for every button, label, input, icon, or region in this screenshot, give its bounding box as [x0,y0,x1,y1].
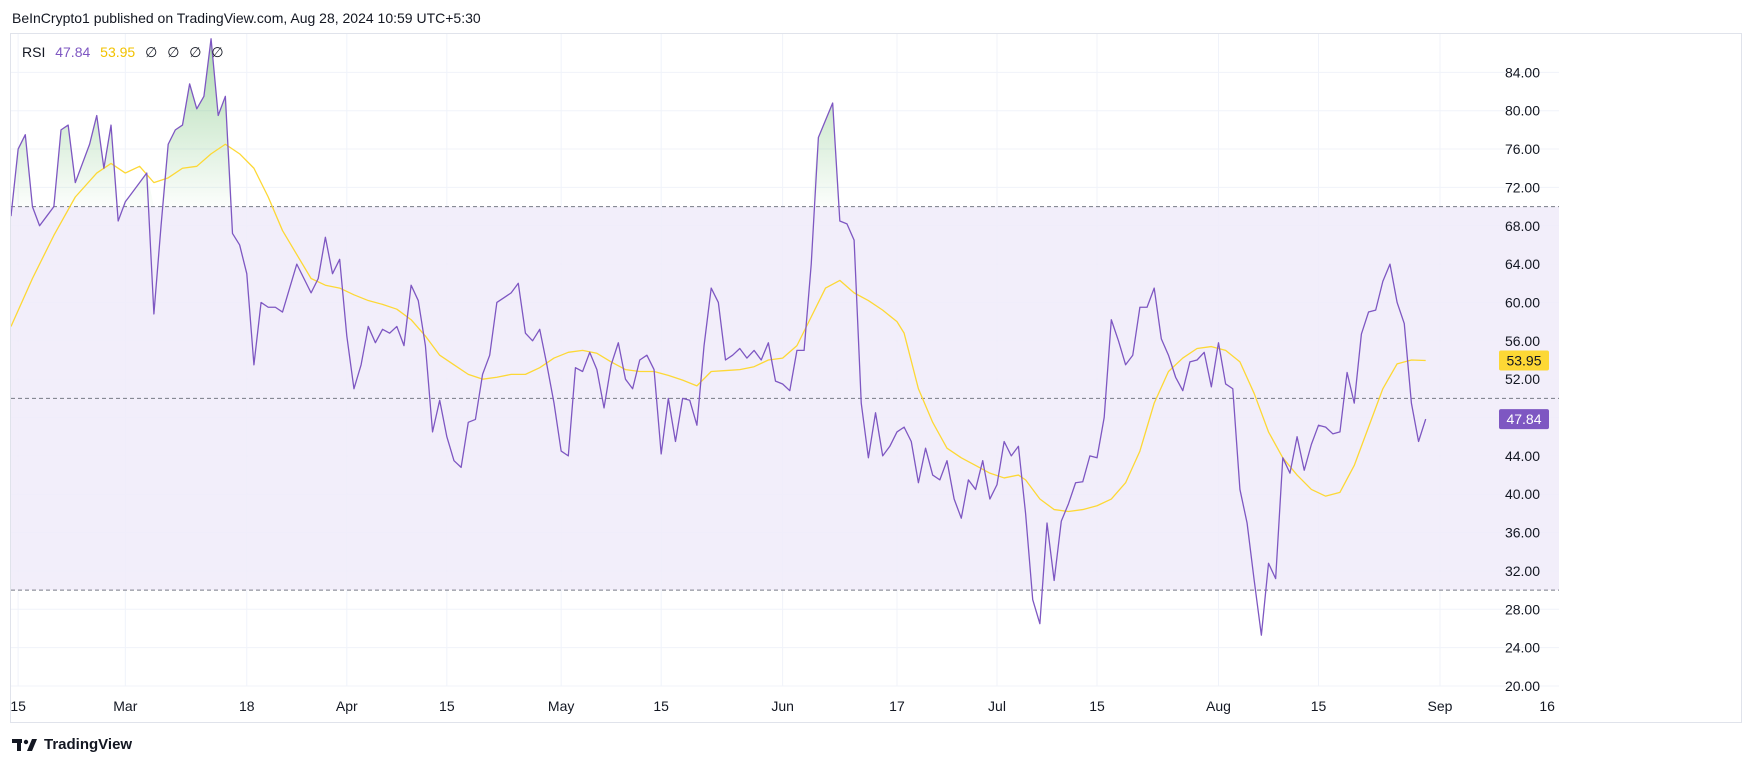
legend-rsi-value: 47.84 [55,44,91,60]
y-tick-label: 76.00 [1505,141,1540,157]
x-tick-label: 18 [239,698,255,714]
y-tick-label: 64.00 [1505,256,1540,272]
ma-last-value-badge: 53.95 [1506,352,1541,368]
legend-name: RSI [22,44,46,60]
y-tick-label: 32.00 [1505,563,1540,579]
x-tick-label: 15 [439,698,455,714]
legend-extra-1: ∅ [145,44,158,60]
indicator-legend[interactable]: RSI 47.84 53.95 ∅ ∅ ∅ ∅ [22,44,230,61]
y-tick-label: 44.00 [1505,448,1540,464]
y-tick-label: 84.00 [1505,64,1540,80]
x-tick-label: Aug [1206,698,1231,714]
y-tick-label: 72.00 [1505,179,1540,195]
legend-extra-2: ∅ [167,44,180,60]
x-tick-label: Mar [113,698,137,714]
legend-ma-value: 53.95 [100,44,136,60]
ma-last-value-badge-bg [1499,350,1549,371]
rsi-chart[interactable]: 20.0024.0028.0032.0036.0040.0044.0048.00… [0,0,1755,730]
x-tick-label: 15 [1089,698,1105,714]
publish-header: BeInCrypto1 published on TradingView.com… [12,10,481,26]
x-tick-label: Apr [336,698,358,714]
y-tick-label: 52.00 [1505,371,1540,387]
x-tick-label: 17 [889,698,905,714]
series-line-rsi [11,38,1427,636]
legend-extra-4: ∅ [211,44,224,60]
footer-brand[interactable]: TradingView [12,736,132,753]
x-tick-label: Sep [1428,698,1453,714]
footer-brand-label: TradingView [44,736,133,753]
y-tick-label: 68.00 [1505,218,1540,234]
y-tick-label: 60.00 [1505,294,1540,310]
x-tick-label: 16 [1539,698,1555,714]
x-tick-label: May [548,698,574,714]
y-tick-label: 36.00 [1505,525,1540,541]
y-tick-label: 20.00 [1505,678,1540,694]
x-tick-label: Jul [988,698,1006,714]
tradingview-logo-icon [12,738,37,751]
x-tick-label: 15 [1311,698,1327,714]
y-tick-label: 40.00 [1505,486,1540,502]
y-tick-label: 56.00 [1505,333,1540,349]
overbought-fill [11,38,1426,207]
x-tick-label: Jun [771,698,794,714]
legend-extra-3: ∅ [189,44,202,60]
y-tick-label: 28.00 [1505,601,1540,617]
rsi-last-value-badge-bg [1499,409,1549,430]
x-tick-label: 15 [653,698,669,714]
x-tick-label: 15 [10,698,26,714]
rsi-last-value-badge: 47.84 [1506,411,1541,427]
y-tick-label: 80.00 [1505,103,1540,119]
chart-frame [10,33,1742,723]
series-line-ma [11,143,1426,513]
y-tick-label: 24.00 [1505,640,1540,656]
